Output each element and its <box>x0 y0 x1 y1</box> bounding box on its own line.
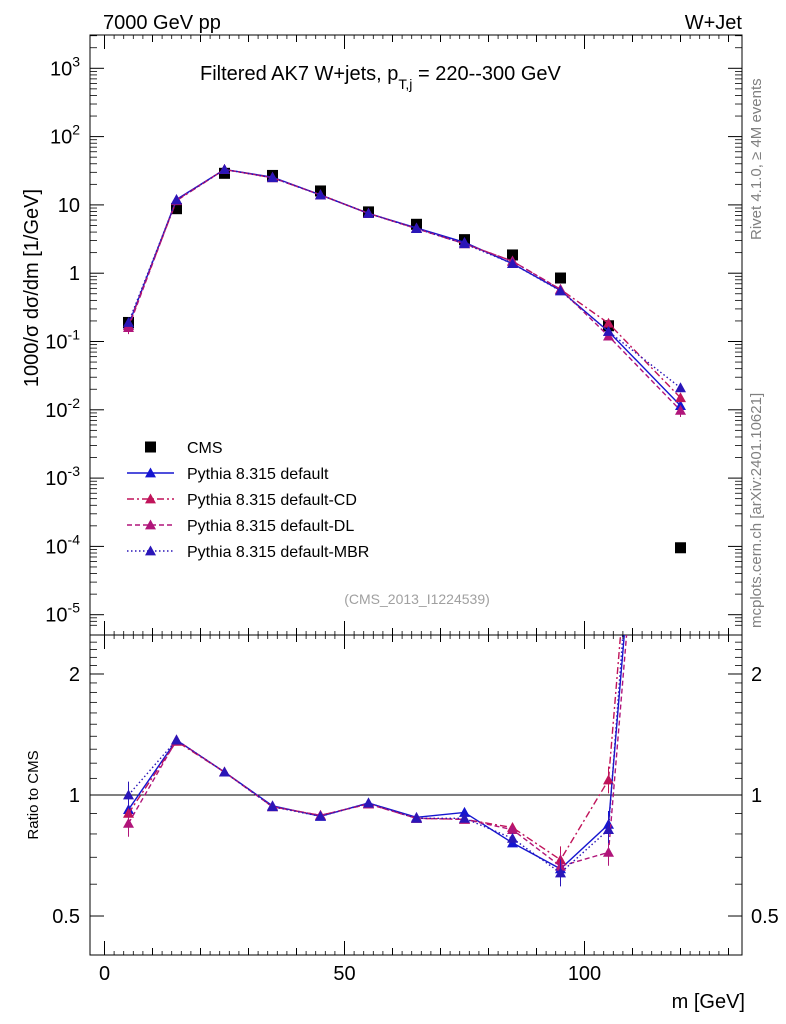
main-point-cms <box>171 203 182 215</box>
legend-label-dl: Pythia 8.315 default-DL <box>187 518 354 535</box>
y-tick-label: 10-3 <box>45 463 80 490</box>
legend-marker-dl <box>145 519 156 530</box>
legend-marker-default <box>145 467 156 478</box>
ratio-series-mbr <box>123 635 624 887</box>
plot-title: Filtered AK7 W+jets, pT,j = 220--300 GeV <box>200 63 562 92</box>
energy-label: 7000 GeV pp <box>103 12 221 34</box>
main-marker-dl <box>675 404 686 415</box>
rivet-label: Rivet 4.1.0, ≥ 4M events <box>748 78 765 240</box>
ratio-marker-mbr <box>411 812 422 823</box>
ratio-marker-mbr <box>219 766 230 777</box>
ratio-y-axis-label: Ratio to CMS <box>25 750 42 839</box>
plot-title-sub: T,j <box>398 76 412 92</box>
process-label: W+Jet <box>685 12 743 34</box>
ratio-series-cd <box>123 635 622 874</box>
ratio-y-tick-label-right: 1 <box>751 785 762 807</box>
main-marker-mbr <box>411 223 422 233</box>
legend-entry-dl: Pythia 8.315 default-DL <box>127 518 354 535</box>
ratio-y-tick-label-right: 2 <box>751 664 762 686</box>
main-marker-cd <box>675 392 686 403</box>
x-tick-label: 0 <box>99 963 110 985</box>
ratio-line-mbr <box>127 635 624 874</box>
legend-entry-mbr: Pythia 8.315 default-MBR <box>127 544 369 561</box>
y-tick-label: 102 <box>50 122 80 149</box>
main-line-cd <box>127 168 682 399</box>
main-series-default <box>123 163 686 411</box>
main-series-mbr <box>123 163 686 393</box>
main-marker-mbr <box>555 285 566 296</box>
x-axis-label: m [GeV] <box>672 991 745 1013</box>
legend-entry-cd: Pythia 8.315 default-CD <box>127 492 357 509</box>
y-tick-label: 1 <box>69 263 80 285</box>
main-line-mbr <box>127 168 681 389</box>
main-marker-mbr <box>219 163 230 174</box>
main-y-axis-label: 1000/σ dσ/dm [1/GeV] <box>21 189 43 387</box>
main-point-cms <box>675 542 686 554</box>
plot-title-main: Filtered AK7 W+jets, p <box>200 63 398 85</box>
y-tick-label: 103 <box>50 53 80 80</box>
main-line-default <box>127 168 682 407</box>
main-marker-mbr <box>459 238 470 249</box>
ratio-line-default <box>127 635 625 870</box>
y-tick-label: 10 <box>58 195 80 217</box>
main-point-cms <box>555 272 566 284</box>
ratio-marker-default <box>459 806 470 817</box>
x-tick-label: 50 <box>333 963 355 985</box>
ratio-y-tick-label: 0.5 <box>52 906 80 928</box>
ratio-line-cd <box>127 635 622 861</box>
ratio-series-group <box>123 635 628 887</box>
main-marker-mbr <box>267 172 278 183</box>
legend-marker-cd <box>145 493 156 504</box>
ratio-marker-mbr <box>363 797 374 808</box>
x-tick-label: 100 <box>568 963 601 985</box>
legend: CMS Pythia 8.315 default Pythia 8.315 defa… <box>127 440 369 561</box>
analysis-id: (CMS_2013_I1224539) <box>344 591 490 607</box>
legend-marker-cms <box>145 441 156 453</box>
main-marker-cd <box>603 317 614 328</box>
legend-label-cms: CMS <box>187 440 223 457</box>
ratio-y-tick-label-right: 0.5 <box>751 906 779 928</box>
y-tick-label: 10-1 <box>45 327 80 354</box>
legend-marker-mbr <box>145 545 156 556</box>
plot-title-range: = 220--300 GeV <box>412 63 561 85</box>
main-error-bars <box>128 320 681 418</box>
main-marker-mbr <box>507 258 518 269</box>
main-line-dl <box>127 168 682 411</box>
main-marker-mbr <box>675 382 686 393</box>
main-point-cms <box>507 249 518 261</box>
main-marker-mbr <box>603 326 614 336</box>
main-series-cd <box>123 163 686 403</box>
ratio-marker-mbr <box>267 801 278 812</box>
ratio-line-dl <box>127 635 628 867</box>
y-tick-label: 10-4 <box>45 531 80 558</box>
ratio-marker-dl <box>507 824 518 835</box>
y-tick-label: 10-5 <box>45 600 80 627</box>
y-tick-label: 10-2 <box>45 395 80 422</box>
legend-label-cd: Pythia 8.315 default-CD <box>187 492 357 509</box>
ratio-marker-mbr <box>507 832 518 843</box>
main-marker-mbr <box>171 194 182 205</box>
main-marker-mbr <box>315 189 326 200</box>
ratio-marker-mbr <box>171 734 182 745</box>
ratio-y-tick-label: 1 <box>69 785 80 807</box>
main-marker-mbr <box>123 316 134 327</box>
main-series-dl <box>123 163 686 415</box>
legend-label-default: Pythia 8.315 default <box>187 466 329 483</box>
mcplots-label: mcplots.cern.ch [arXiv:2401.10621] <box>748 393 765 628</box>
legend-entry-default: Pythia 8.315 default <box>127 466 329 483</box>
main-marker-dl <box>123 322 134 332</box>
ratio-marker-mbr <box>315 810 326 821</box>
legend-entry-cms: CMS <box>145 440 223 457</box>
ratio-y-tick-label: 2 <box>69 664 80 686</box>
main-marker-mbr <box>363 207 374 218</box>
legend-label-mbr: Pythia 8.315 default-MBR <box>187 544 369 561</box>
ratio-marker-mbr <box>459 812 470 823</box>
